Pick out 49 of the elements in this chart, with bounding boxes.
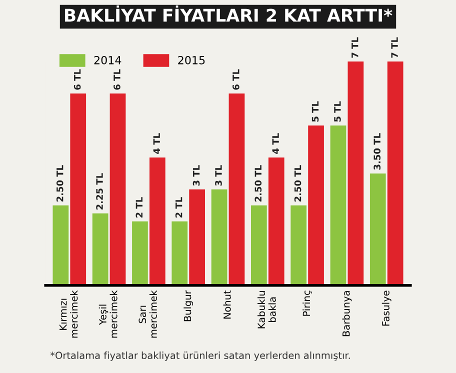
bar: [132, 221, 148, 286]
data-label: 2.50 TL: [56, 165, 64, 202]
bar: [348, 62, 364, 286]
text: *Ortalama fiyatlar bakliyat ürünleri satan yerlerden alınmıştır.: [50, 352, 350, 361]
data-label: 5 TL: [334, 101, 341, 122]
data-label: 6 TL: [114, 69, 120, 90]
x-tick-label: Kabuklu bakla: [258, 291, 276, 328]
data-label: 3 TL: [192, 165, 200, 186]
bar: [211, 189, 228, 286]
bar: [70, 94, 86, 286]
legend-label: 2014: [94, 56, 122, 64]
bar: [370, 173, 386, 286]
data-label: 2 TL: [175, 197, 182, 218]
x-tick-label: Sarı mercimek: [138, 290, 157, 338]
x-tick-label: Fasulye: [382, 290, 392, 326]
bar: [308, 125, 324, 286]
data-label: 7 TL: [352, 37, 358, 58]
bar: [172, 221, 188, 286]
data-label: 2 TL: [136, 197, 142, 218]
bar: [92, 213, 108, 286]
x-tick-label: Kırmızı mercimek: [60, 290, 78, 338]
x-tick-label: Nohut: [223, 290, 231, 319]
data-label: 4 TL: [272, 133, 279, 154]
bar: [330, 125, 346, 286]
data-label: 6 TL: [74, 69, 81, 90]
bar: [387, 62, 404, 286]
data-label: 3 TL: [215, 165, 222, 186]
legend-label: 2015: [178, 56, 205, 64]
x-tick-label: Barbunya: [342, 291, 352, 336]
data-label: 5 TL: [312, 101, 319, 122]
x-tick-label: Yeşil mercimek: [98, 290, 118, 338]
bar: [149, 157, 166, 286]
data-label: 6 TL: [232, 69, 240, 90]
data-label: 3.50 TL: [374, 133, 381, 170]
x-tick-label: Bulgur: [184, 290, 194, 322]
bar: [228, 94, 245, 286]
bar: [290, 205, 307, 286]
x-tick-label: Pirinç: [302, 290, 312, 316]
bar: [52, 205, 69, 286]
data-label: 2.50 TL: [254, 165, 262, 202]
data-label: 7 TL: [391, 37, 398, 58]
data-label: 4 TL: [153, 133, 160, 154]
data-label: 2.25 TL: [96, 173, 103, 210]
bar: [268, 157, 284, 286]
chart-title: BAKLİYAT FİYATLARI 2 KAT ARTTI*: [64, 6, 392, 22]
bar: [189, 189, 205, 286]
bar: [110, 94, 126, 286]
data-label: 2.50 TL: [294, 165, 302, 202]
bar: [251, 205, 267, 286]
